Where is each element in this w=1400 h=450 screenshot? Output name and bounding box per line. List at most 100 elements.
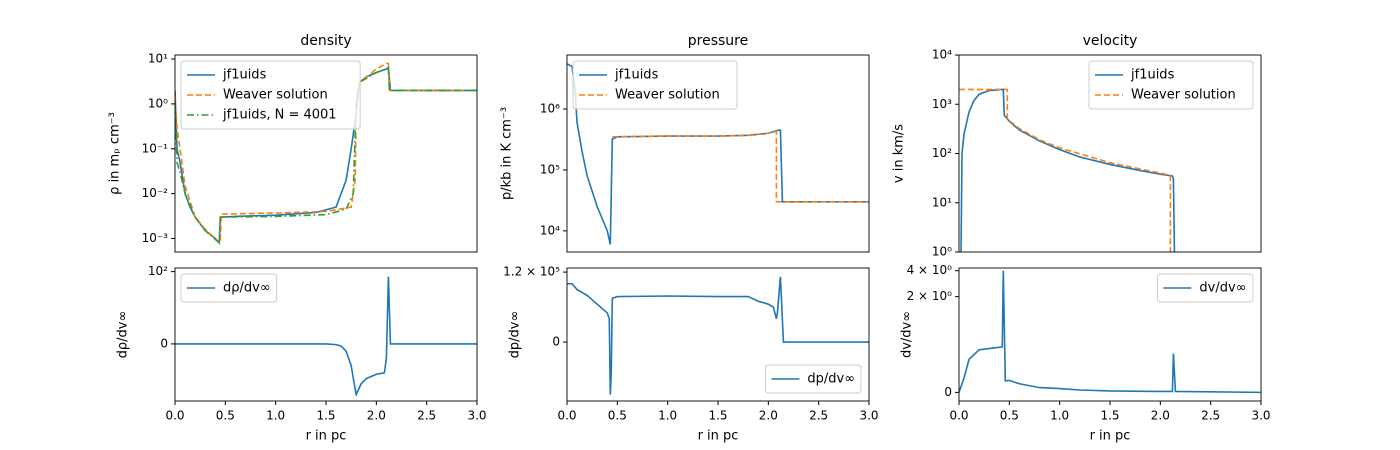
plot-lines <box>959 88 1176 252</box>
legend-label: Weaver solution <box>1131 88 1236 103</box>
plot-lines <box>175 276 477 398</box>
x-tick-label: 0.5 <box>1000 409 1019 423</box>
y-tick-label: 10⁻¹ <box>142 141 169 155</box>
panel-title: density <box>300 33 351 49</box>
plot-frame <box>566 54 870 253</box>
y-axis-label: p/kb in K cm⁻³ <box>500 107 515 200</box>
y-tick-label: 10⁴ <box>540 223 560 237</box>
legend-label: jf1uids <box>1130 68 1175 83</box>
series-line <box>567 276 869 395</box>
legend: dρ/dv∞ <box>180 273 278 303</box>
plot-lines <box>959 270 1261 394</box>
x-tick-label: 2.5 <box>809 409 828 423</box>
plot-frame <box>958 54 1262 253</box>
plot-frame <box>174 267 478 402</box>
y-axis-label: dv/dv∞ <box>900 311 915 358</box>
legend-box <box>1088 60 1254 110</box>
series-line <box>959 270 1261 394</box>
y-tick-label: 10⁴ <box>932 48 952 62</box>
x-tick-label: 0.5 <box>216 409 235 423</box>
series-line <box>960 88 1176 252</box>
legend-box <box>764 364 862 394</box>
panel: density 10⁻³ 10⁻² 10⁻¹ 10⁰ 10¹ ρ in mₚ cm⁻³ jf1… <box>108 33 478 253</box>
x-tick-label: 1.0 <box>1050 409 1069 423</box>
x-tick-label: 2.0 <box>759 409 778 423</box>
y-tick-label: 10¹ <box>932 195 952 209</box>
x-axis-label: r in pc <box>1090 429 1131 444</box>
y-tick-label: 0 <box>944 385 952 399</box>
series-line <box>959 88 1172 252</box>
plot-frame <box>958 267 1262 402</box>
x-tick-label: 2.5 <box>417 409 436 423</box>
x-tick-label: 2.0 <box>367 409 386 423</box>
x-tick-label: 1.0 <box>658 409 677 423</box>
panel: 0 2 × 10⁰ 4 × 10⁰ 0.0 0.5 1.0 1.5 2.0 2.5 3.0 dv/d… <box>900 263 1271 443</box>
x-axis-label: r in pc <box>698 429 739 444</box>
y-tick-label: 10⁻² <box>142 186 169 200</box>
legend-label: dp/dv∞ <box>807 372 855 387</box>
x-tick-label: 1.5 <box>708 409 727 423</box>
legend: jf1uids Weaver solution <box>572 60 738 110</box>
x-tick-label: 3.0 <box>467 409 486 423</box>
y-axis-label: v in km/s <box>892 124 907 183</box>
y-axis-label: ρ in mₚ cm⁻³ <box>108 112 123 195</box>
x-tick-label: 3.0 <box>859 409 878 423</box>
series-line <box>175 68 477 245</box>
y-tick-label: 10² <box>148 264 168 278</box>
plot-lines <box>567 276 869 395</box>
legend-label: jf1uids <box>222 68 267 83</box>
panel: velocity 10⁰ 10¹ 10² 10³ 10⁴ v in km/s jf1uids W… <box>892 33 1262 259</box>
y-tick-label: 0 <box>160 336 168 350</box>
x-axis-label: r in pc <box>306 429 347 444</box>
legend-box <box>180 60 361 130</box>
legend-label: jf1uids, N = 4001 <box>222 108 337 123</box>
y-tick-label: 10³ <box>932 97 952 111</box>
y-tick-label: 2 × 10⁰ <box>907 289 953 303</box>
legend-label: Weaver solution <box>223 88 328 103</box>
y-tick-label: 0 <box>552 335 560 349</box>
series-line <box>612 130 869 203</box>
legend-label: Weaver solution <box>615 88 720 103</box>
legend: jf1uids Weaver solution jf1uids, N = 4001 <box>180 60 361 130</box>
x-tick-label: 0.0 <box>949 409 968 423</box>
x-tick-label: 1.5 <box>316 409 335 423</box>
legend-label: jf1uids <box>614 68 659 83</box>
y-tick-label: 10⁻³ <box>142 231 169 245</box>
legend: jf1uids Weaver solution <box>1088 60 1254 110</box>
x-tick-label: 1.0 <box>266 409 285 423</box>
legend-box <box>572 60 738 110</box>
legend-label: dρ/dv∞ <box>223 281 271 296</box>
y-axis-label: dρ/dv∞ <box>116 311 131 359</box>
panel: 0 1.2 × 10⁵ 0.0 0.5 1.0 1.5 2.0 2.5 3.0 dp/dv∞ r i… <box>503 265 878 444</box>
y-tick-label: 4 × 10⁰ <box>907 263 953 277</box>
y-tick-label: 10² <box>932 146 952 160</box>
panel: 0 10² 0.0 0.5 1.0 1.5 2.0 2.5 3.0 dρ/dv∞ r in pc dρ… <box>116 264 487 443</box>
plot-lines <box>567 63 869 245</box>
y-axis-label: dp/dv∞ <box>508 311 523 359</box>
plot-lines <box>175 62 477 245</box>
series-line <box>567 63 869 245</box>
y-tick-label: 10⁰ <box>932 245 952 259</box>
panel: pressure 10⁴ 10⁵ 10⁶ p/kb in K cm⁻³ jf1uids We… <box>500 33 870 253</box>
y-tick-label: 10⁶ <box>540 102 560 116</box>
x-tick-label: 2.5 <box>1201 409 1220 423</box>
series-line <box>175 276 477 398</box>
legend: dv/dv∞ <box>1156 273 1254 303</box>
legend-box <box>1156 273 1254 303</box>
series-line <box>175 62 477 244</box>
y-tick-label: 10⁵ <box>540 162 560 176</box>
legend-label: dv/dv∞ <box>1199 281 1246 296</box>
legend: dp/dv∞ <box>764 364 862 394</box>
x-tick-label: 2.0 <box>1151 409 1170 423</box>
panel-title: velocity <box>1083 33 1138 49</box>
legend-box <box>180 273 278 303</box>
x-tick-label: 3.0 <box>1251 409 1270 423</box>
y-tick-label: 1.2 × 10⁵ <box>503 265 560 279</box>
x-tick-label: 0.0 <box>557 409 576 423</box>
plot-frame <box>566 267 870 402</box>
x-tick-label: 0.5 <box>608 409 627 423</box>
x-tick-label: 0.0 <box>165 409 184 423</box>
x-tick-label: 1.5 <box>1100 409 1119 423</box>
plot-frame <box>174 54 478 253</box>
